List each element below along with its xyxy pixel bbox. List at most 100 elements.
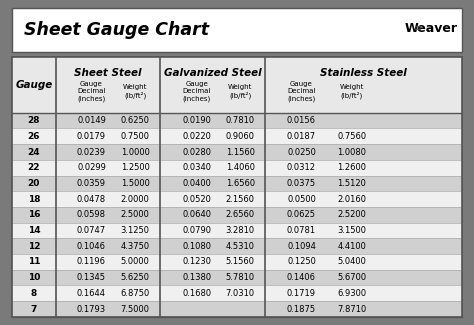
Text: 0.0280: 0.0280 <box>182 148 211 157</box>
Text: 0.1875: 0.1875 <box>287 305 316 314</box>
Text: 1.4060: 1.4060 <box>226 163 255 172</box>
Text: 0.0625: 0.0625 <box>287 210 316 219</box>
Text: 0.0239: 0.0239 <box>77 148 106 157</box>
Text: Weight
(lb/ft²): Weight (lb/ft²) <box>123 84 147 99</box>
Text: 0.0400: 0.0400 <box>182 179 211 188</box>
Text: 0.1380: 0.1380 <box>182 273 211 282</box>
Text: 18: 18 <box>27 195 40 204</box>
Bar <box>12 301 462 317</box>
Text: Sheet Steel: Sheet Steel <box>74 68 142 78</box>
Text: 0.1046: 0.1046 <box>77 242 106 251</box>
Text: Sheet Gauge Chart: Sheet Gauge Chart <box>24 21 209 39</box>
Text: 12: 12 <box>27 242 40 251</box>
Text: 11: 11 <box>27 257 40 266</box>
Text: Gauge: Gauge <box>15 80 53 90</box>
Text: Weaver: Weaver <box>404 22 457 35</box>
Text: 0.0790: 0.0790 <box>182 226 211 235</box>
Text: 0.7500: 0.7500 <box>120 132 150 141</box>
Text: 0.0340: 0.0340 <box>182 163 211 172</box>
Bar <box>12 207 462 223</box>
Text: 0.1230: 0.1230 <box>182 257 211 266</box>
Text: 0.1094: 0.1094 <box>287 242 316 251</box>
Text: 0.0747: 0.0747 <box>77 226 106 235</box>
Text: 0.0312: 0.0312 <box>287 163 316 172</box>
Text: 0.1719: 0.1719 <box>287 289 316 298</box>
Text: 4.4100: 4.4100 <box>337 242 366 251</box>
Text: 5.0000: 5.0000 <box>121 257 149 266</box>
Text: 1.0080: 1.0080 <box>337 148 366 157</box>
Text: 0.0250: 0.0250 <box>287 148 316 157</box>
Text: 0.0190: 0.0190 <box>182 116 211 125</box>
Text: 1.0000: 1.0000 <box>121 148 149 157</box>
Text: 0.0156: 0.0156 <box>287 116 316 125</box>
Text: Weight
(lb/ft²): Weight (lb/ft²) <box>339 84 364 99</box>
Text: 7.0310: 7.0310 <box>226 289 255 298</box>
Text: 26: 26 <box>27 132 40 141</box>
Text: 0.1250: 0.1250 <box>287 257 316 266</box>
Text: 20: 20 <box>27 179 40 188</box>
Bar <box>12 270 462 285</box>
Text: 4.5310: 4.5310 <box>226 242 255 251</box>
Bar <box>12 113 462 128</box>
Bar <box>12 8 462 52</box>
Text: 0.1406: 0.1406 <box>287 273 316 282</box>
Text: 2.6560: 2.6560 <box>226 210 255 219</box>
Text: 0.1793: 0.1793 <box>77 305 106 314</box>
Text: Weight
(lb/ft²): Weight (lb/ft²) <box>228 84 253 99</box>
Text: Galvanized Steel: Galvanized Steel <box>164 68 262 78</box>
Text: 2.1560: 2.1560 <box>226 195 255 204</box>
Bar <box>12 57 462 317</box>
Text: 10: 10 <box>27 273 40 282</box>
Text: 0.1680: 0.1680 <box>182 289 211 298</box>
Text: ≡: ≡ <box>414 23 422 33</box>
Text: 0.0781: 0.0781 <box>287 226 316 235</box>
Text: 1.2600: 1.2600 <box>337 163 366 172</box>
Text: 0.9060: 0.9060 <box>226 132 255 141</box>
Text: 4.3750: 4.3750 <box>120 242 150 251</box>
Text: 16: 16 <box>27 210 40 219</box>
Text: 0.0179: 0.0179 <box>77 132 106 141</box>
Text: Gauge
Decimal
(inches): Gauge Decimal (inches) <box>77 81 106 102</box>
Text: 0.1345: 0.1345 <box>77 273 106 282</box>
Text: 0.0187: 0.0187 <box>287 132 316 141</box>
Text: 1.5120: 1.5120 <box>337 179 366 188</box>
Text: 0.7560: 0.7560 <box>337 132 366 141</box>
Text: 0.0299: 0.0299 <box>77 163 106 172</box>
Text: 7.5000: 7.5000 <box>120 305 150 314</box>
Bar <box>12 176 462 191</box>
Text: 6.8750: 6.8750 <box>120 289 150 298</box>
Text: 0.0149: 0.0149 <box>77 116 106 125</box>
Bar <box>12 144 462 160</box>
Text: 1.6560: 1.6560 <box>226 179 255 188</box>
Text: 0.0640: 0.0640 <box>182 210 211 219</box>
Bar <box>12 191 462 207</box>
Text: 0.0375: 0.0375 <box>287 179 316 188</box>
Text: 28: 28 <box>27 116 40 125</box>
Text: 2.0160: 2.0160 <box>337 195 366 204</box>
Text: 3.1250: 3.1250 <box>120 226 150 235</box>
Text: 2.5200: 2.5200 <box>337 210 366 219</box>
Text: 1.5000: 1.5000 <box>121 179 149 188</box>
Text: 0.0478: 0.0478 <box>77 195 106 204</box>
Text: 24: 24 <box>27 148 40 157</box>
Text: 3.1500: 3.1500 <box>337 226 366 235</box>
Text: 2.0000: 2.0000 <box>121 195 149 204</box>
Text: 0.0520: 0.0520 <box>182 195 211 204</box>
Text: 5.6250: 5.6250 <box>120 273 150 282</box>
Text: 8: 8 <box>31 289 37 298</box>
Text: 0.0220: 0.0220 <box>182 132 211 141</box>
Bar <box>12 223 462 238</box>
Text: 5.6700: 5.6700 <box>337 273 366 282</box>
Text: 0.0359: 0.0359 <box>77 179 106 188</box>
Text: Gauge
Decimal
(inches): Gauge Decimal (inches) <box>182 81 211 102</box>
Text: 5.1560: 5.1560 <box>226 257 255 266</box>
Bar <box>12 160 462 176</box>
Text: 7: 7 <box>31 305 37 314</box>
Text: 0.0598: 0.0598 <box>77 210 106 219</box>
Text: 0.6250: 0.6250 <box>120 116 150 125</box>
Text: Stainless Steel: Stainless Steel <box>320 68 407 78</box>
Text: 14: 14 <box>27 226 40 235</box>
Text: 1.2500: 1.2500 <box>121 163 149 172</box>
Text: 0.7810: 0.7810 <box>226 116 255 125</box>
Bar <box>12 57 462 113</box>
